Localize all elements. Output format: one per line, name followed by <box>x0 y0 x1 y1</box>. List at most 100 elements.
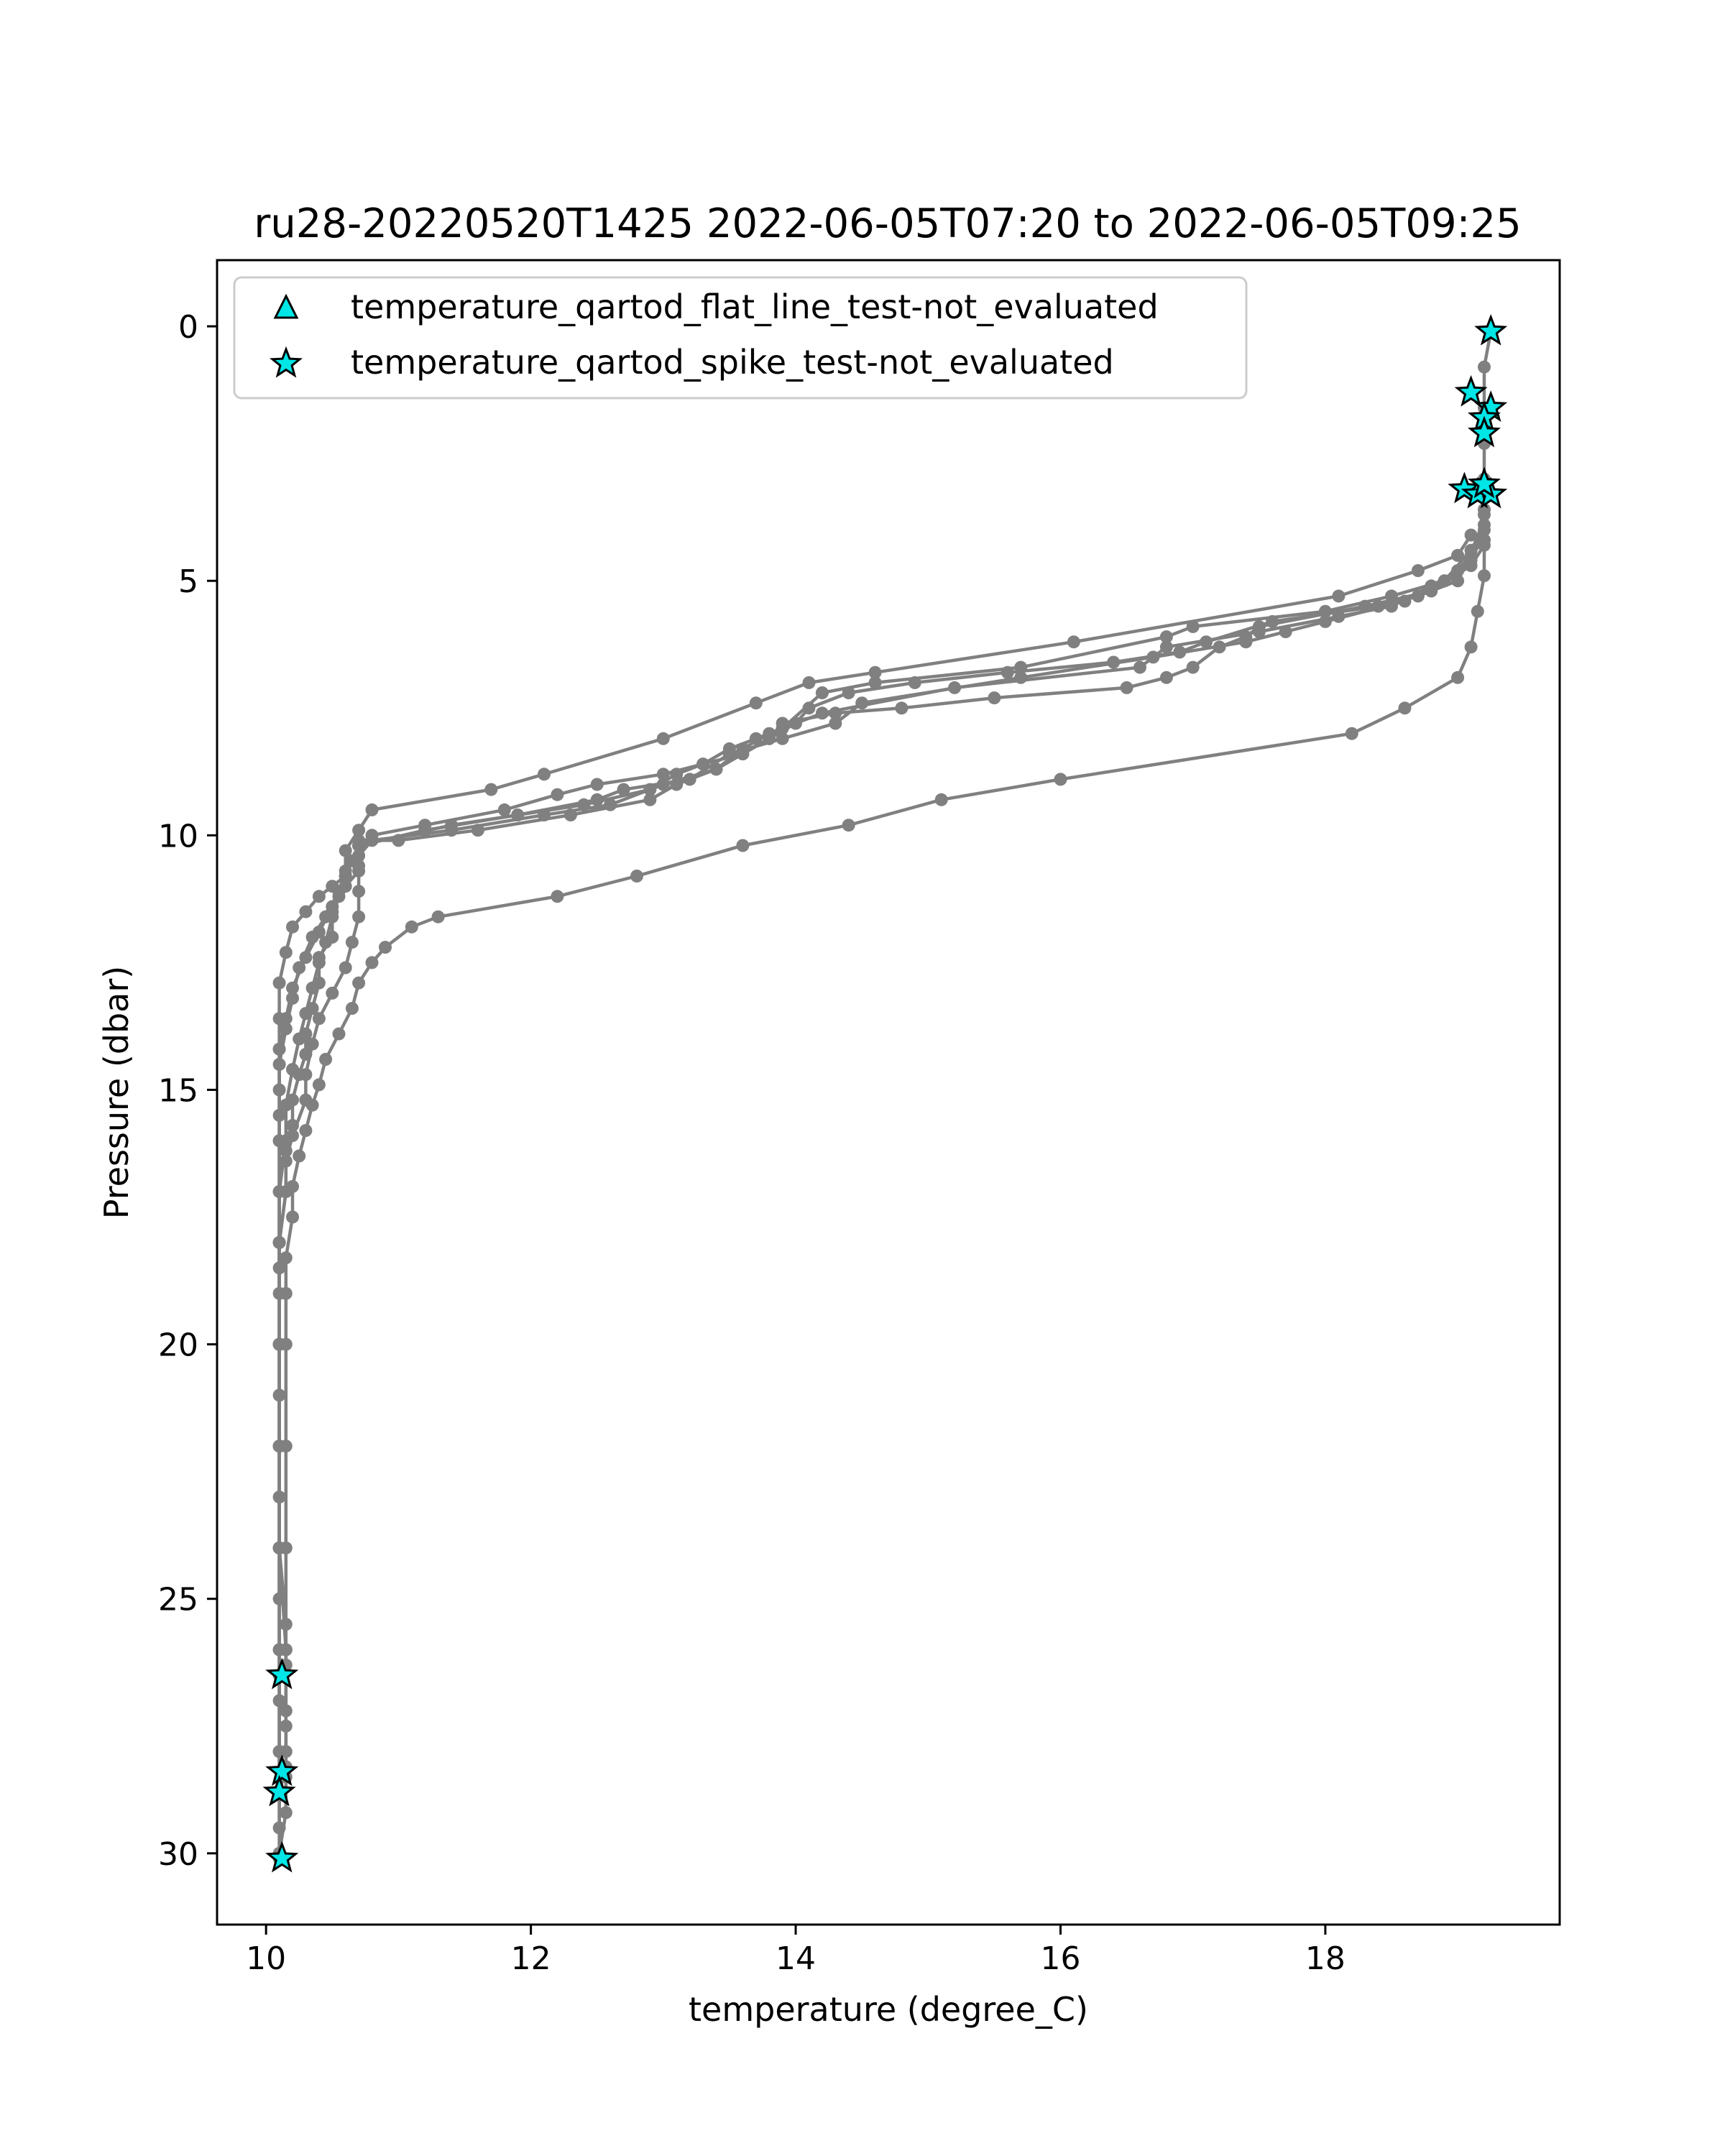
data-point <box>815 686 829 699</box>
data-point <box>312 1078 326 1092</box>
x-axis: 10 12 14 16 18 <box>246 1925 1346 1977</box>
series-lines <box>272 325 1498 1865</box>
y-tick-label: 15 <box>158 1072 198 1109</box>
data-point <box>332 885 346 898</box>
data-point <box>305 1037 319 1051</box>
data-point <box>709 763 723 776</box>
data-point <box>272 1286 286 1300</box>
data-point <box>319 1053 333 1066</box>
y-tick-label: 0 <box>178 309 198 346</box>
spike-test-marker <box>1454 374 1488 407</box>
plot-frame <box>216 259 1561 1926</box>
x-tick-label: 10 <box>246 1940 286 1977</box>
data-point <box>1411 564 1425 577</box>
spike-test-marker <box>265 1754 299 1787</box>
data-point <box>868 676 882 689</box>
data-point <box>279 1806 293 1820</box>
data-point <box>815 706 829 720</box>
spike-test-marker <box>1467 415 1501 448</box>
legend-label-spike: temperature_qartod_spike_test-not_evalua… <box>351 343 1114 382</box>
data-point <box>345 936 359 949</box>
data-point <box>736 742 750 755</box>
data-point <box>1478 360 1491 374</box>
data-point <box>286 1180 299 1193</box>
data-point <box>1159 630 1173 644</box>
data-point <box>286 992 299 1005</box>
legend-star-shape <box>269 346 303 378</box>
data-point <box>1464 528 1478 542</box>
legend-triangle-marker <box>273 293 299 319</box>
data-point <box>1159 640 1173 654</box>
x-tick-label: 18 <box>1305 1940 1346 1977</box>
data-point <box>497 803 511 816</box>
data-point <box>1000 665 1014 679</box>
data-point <box>272 1108 286 1122</box>
data-point <box>749 696 763 710</box>
data-point <box>339 961 352 975</box>
data-point <box>948 681 962 694</box>
data-point <box>299 905 313 918</box>
chart-title: ru28-20220520T1425 2022-06-05T07:20 to 2… <box>254 201 1521 247</box>
data-point <box>272 1592 286 1606</box>
data-point <box>1471 604 1484 618</box>
spike-test-marker <box>265 1657 299 1690</box>
data-point <box>1345 727 1358 740</box>
data-point <box>312 1012 326 1026</box>
data-point <box>802 701 816 715</box>
data-point <box>484 783 498 796</box>
y-tick-label: 10 <box>158 818 198 854</box>
data-point <box>656 768 670 781</box>
data-point <box>842 819 855 832</box>
data-point <box>1478 533 1491 547</box>
data-point <box>352 910 366 923</box>
x-axis-label: temperature (degree_C) <box>689 1990 1088 2029</box>
data-point <box>365 834 379 847</box>
spike-test-marker <box>1474 313 1508 346</box>
data-point <box>299 1124 313 1138</box>
data-point <box>1464 640 1478 654</box>
data-point <box>656 732 670 745</box>
data-point <box>1252 625 1266 638</box>
data-point <box>279 1098 293 1112</box>
data-point <box>538 808 551 821</box>
data-point <box>352 976 366 990</box>
data-point <box>352 824 366 837</box>
data-point <box>279 1251 293 1265</box>
data-point <box>293 1149 306 1163</box>
data-point <box>1186 619 1200 633</box>
y-axis-label: Pressure (dbar) <box>97 966 136 1219</box>
x-tick-label: 12 <box>511 1940 551 1977</box>
data-point <box>630 870 643 883</box>
data-point <box>352 864 366 877</box>
data-point <box>272 1185 286 1199</box>
data-point <box>763 727 776 740</box>
data-point <box>445 824 459 837</box>
data-point <box>988 691 1001 705</box>
data-point <box>1159 671 1173 684</box>
y-tick-label: 30 <box>158 1836 198 1873</box>
spike-test-marker <box>265 1841 299 1873</box>
data-point <box>299 1047 313 1061</box>
data-point <box>656 778 670 791</box>
data-point <box>379 941 392 954</box>
data-point <box>1451 671 1465 684</box>
x-tick-label: 16 <box>1040 1940 1080 1977</box>
data-point <box>332 1027 346 1041</box>
data-point <box>272 1821 286 1835</box>
data-point <box>1067 635 1080 649</box>
data-point <box>1385 599 1398 613</box>
y-tick-label: 20 <box>158 1327 198 1364</box>
data-point <box>286 1063 299 1077</box>
data-point <box>286 920 299 934</box>
data-point <box>590 793 604 806</box>
data-point <box>352 839 366 852</box>
data-point <box>1451 574 1465 588</box>
data-point <box>312 956 326 969</box>
data-point <box>279 946 293 959</box>
data-point <box>299 1007 313 1021</box>
data-point <box>272 1058 286 1071</box>
data-point <box>272 1491 286 1504</box>
x-tick-label: 14 <box>776 1940 816 1977</box>
data-point <box>842 686 855 699</box>
